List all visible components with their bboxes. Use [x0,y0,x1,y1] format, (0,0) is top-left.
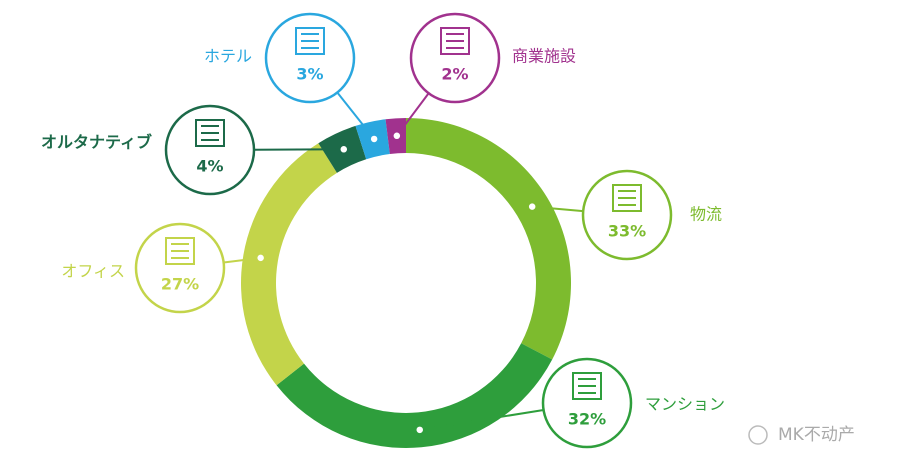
category-label: 物流 [690,205,722,224]
connector-line [223,256,261,264]
segment-callout: 27% オフィス [61,222,266,314]
connector-dot [414,425,425,435]
connector-line [336,91,375,140]
connector-line [396,92,430,137]
donut-segment [276,343,553,449]
segment-callout: 2% 商業施設 [392,12,576,141]
connector-dot [527,201,537,212]
callout-circle [164,104,256,196]
connector-line [532,205,584,213]
building-icon [572,372,602,400]
building-icon [440,27,470,55]
connector-dot [255,253,266,263]
category-label: オフィス [61,262,125,281]
building-icon [295,27,325,55]
category-label: ホテル [204,47,252,66]
connector-dot [369,134,379,144]
watermark-icon [748,425,768,445]
donut-segment [406,118,571,360]
category-label: 商業施設 [512,47,576,66]
segment-callout: 3% ホテル [204,12,379,144]
value-label: 27% [161,275,199,294]
segment-callout: 4% オルタナティブ [41,104,349,196]
building-icon [165,237,195,265]
building-icon [612,184,642,212]
callout-circle [264,12,356,104]
value-label: 4% [196,157,223,176]
segment-callout: 33% 物流 [527,169,722,261]
donut-segment [240,143,337,386]
connector-dot [392,131,402,141]
connector-dot [339,144,349,155]
callout-circle [134,222,226,314]
category-label: オルタナティブ [41,133,152,152]
category-label: マンション [645,395,725,414]
segment-callout: 32% マンション [414,357,725,449]
callout-circle [581,169,673,261]
connector-line [419,408,544,431]
value-label: 3% [296,65,323,84]
value-label: 2% [441,65,468,84]
callout-circle [409,12,501,104]
watermark: MK不动产 [748,425,855,445]
building-icon [195,119,225,147]
callout-circle [541,357,633,449]
watermark-text: MK不动产 [778,425,855,445]
value-label: 33% [608,222,646,241]
value-label: 32% [568,410,606,429]
